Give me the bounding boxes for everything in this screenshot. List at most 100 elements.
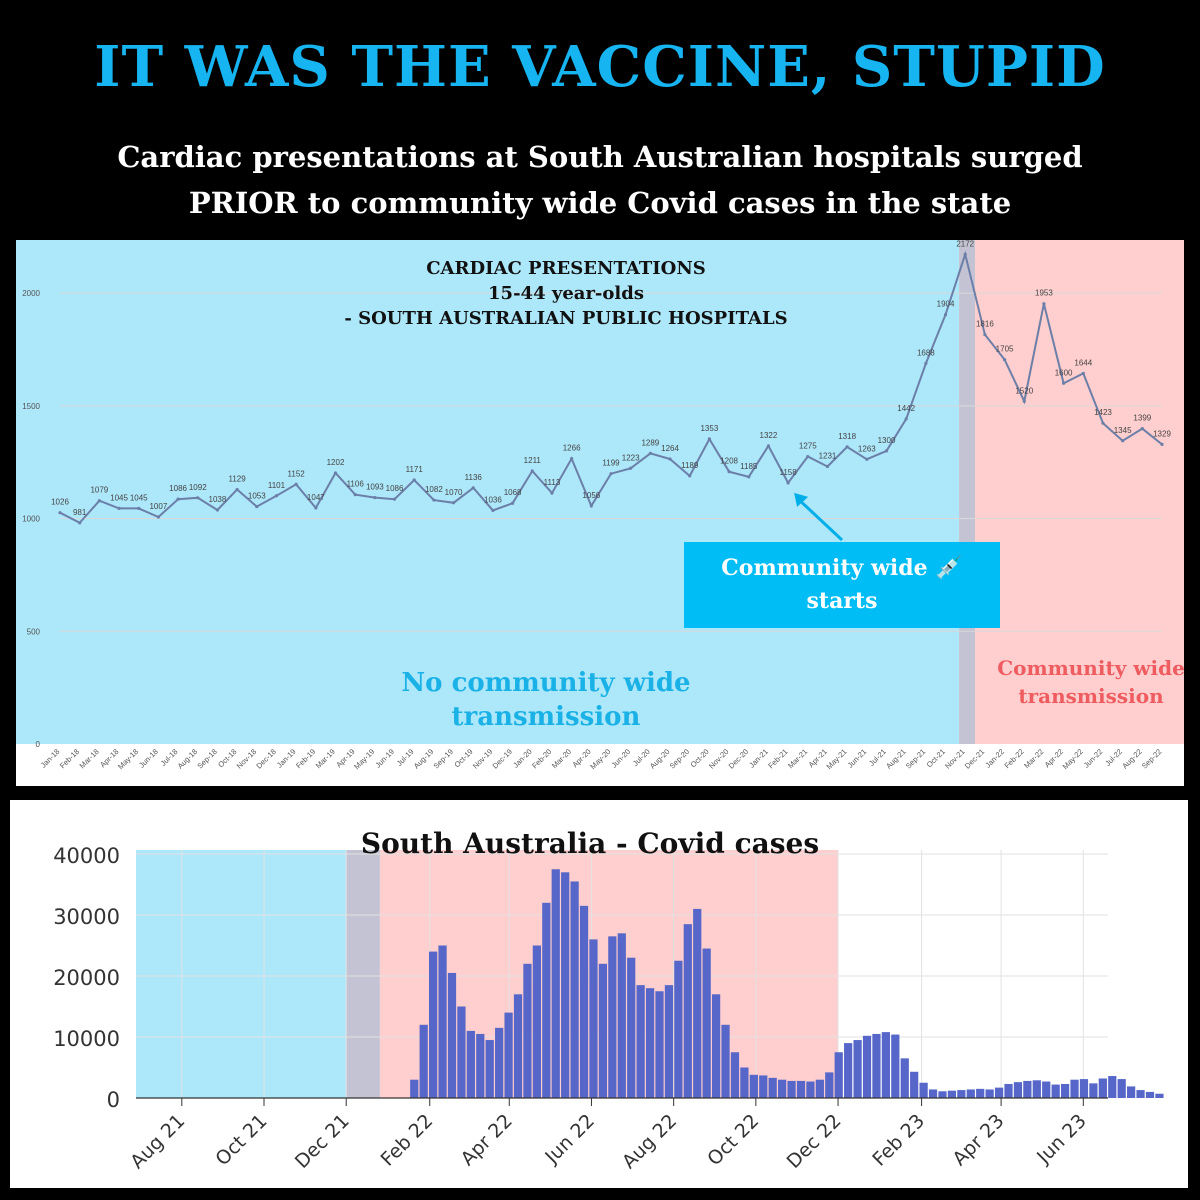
data-label: 1092	[189, 483, 207, 492]
data-point	[491, 508, 495, 513]
data-label: 1600	[1055, 368, 1073, 377]
x-tick-label: Mar-19	[314, 747, 337, 770]
x-tick-label: Aug-18	[176, 747, 199, 770]
data-point	[1002, 358, 1007, 362]
x-tick-label: Dec-19	[491, 747, 514, 770]
data-label: 1045	[110, 493, 128, 502]
data-point	[707, 437, 711, 441]
data-point	[1022, 399, 1026, 403]
data-point	[117, 506, 121, 510]
covid-bar	[447, 972, 457, 1098]
covid-bar-chart: 0 10000 20000 30000 40000 Aug 21 Oct 21 Dec 21 F…	[53, 844, 1164, 1173]
covid-bar	[711, 994, 721, 1098]
x-tick-label: Jan-19	[275, 747, 298, 770]
overlap-shade	[346, 850, 380, 1098]
data-label: 1442	[897, 404, 915, 413]
covid-bar	[1004, 1083, 1013, 1098]
covid-bar	[1013, 1082, 1023, 1098]
x-tick-label: Mar-21	[786, 747, 809, 770]
covid-bar	[900, 1058, 909, 1098]
cardiac-title-line-1: CARDIAC PRESENTATIONS	[426, 258, 706, 279]
covid-bar	[1155, 1093, 1164, 1098]
data-point	[97, 499, 101, 503]
y-tick-label: 2000	[22, 289, 40, 298]
x-tick-label: Aug-20	[648, 747, 671, 770]
x-tick-label: Jun-20	[610, 747, 633, 770]
covid-bar	[994, 1087, 1004, 1098]
x-tick-label: May-22	[1061, 747, 1085, 771]
data-label: 1070	[445, 488, 463, 497]
data-label: 1275	[799, 442, 817, 451]
transmission-line-1: Community wide	[997, 656, 1185, 680]
x-tick-label: Aug 21	[126, 1110, 189, 1173]
covid-bar	[730, 1052, 740, 1098]
data-point	[255, 504, 259, 509]
covid-bar	[862, 1035, 872, 1098]
covid-bar	[598, 963, 608, 1098]
y-tick-label: 10000	[53, 1027, 120, 1051]
data-label: 1423	[1094, 408, 1112, 417]
data-point	[511, 501, 515, 505]
y-tick-label: 30000	[53, 905, 120, 929]
data-point	[688, 474, 692, 478]
data-label: 1300	[878, 436, 896, 445]
covid-bar	[674, 960, 683, 1098]
data-label: 1953	[1035, 289, 1053, 298]
x-tick-label: Jan-18	[39, 747, 62, 770]
data-label: 1185	[740, 462, 758, 471]
covid-bar	[749, 1074, 758, 1098]
data-label: 1047	[307, 493, 325, 502]
data-point	[983, 332, 987, 337]
covid-bar	[702, 948, 711, 1098]
x-tick-label: Sep-21	[904, 747, 927, 770]
data-point	[727, 470, 731, 474]
data-label: 1199	[602, 459, 620, 468]
covid-bar	[655, 991, 664, 1098]
y-tick-label: 20000	[53, 966, 120, 990]
data-label: 1106	[347, 480, 365, 489]
data-point	[865, 457, 869, 461]
covid-bar	[957, 1090, 966, 1098]
data-label: 1208	[720, 457, 738, 466]
data-label: 1264	[661, 444, 679, 453]
covid-bar	[410, 1079, 419, 1098]
data-label: 2172	[956, 239, 974, 248]
data-label: 1231	[819, 451, 837, 460]
covid-bar	[466, 1030, 475, 1098]
x-tick-label: Nov-19	[471, 747, 494, 770]
data-point	[668, 457, 672, 461]
covid-bar	[910, 1071, 919, 1098]
covid-bar	[617, 933, 626, 1098]
covid-bar	[966, 1089, 975, 1098]
data-label: 1223	[622, 453, 640, 462]
covid-bar	[721, 1024, 730, 1098]
covid-bar	[579, 905, 589, 1098]
covid-bar	[928, 1089, 938, 1098]
data-label: 1266	[563, 444, 581, 453]
y-tick-label: 0	[107, 1088, 120, 1112]
covid-bar	[476, 1033, 485, 1098]
covid-bar	[1032, 1080, 1041, 1098]
data-label: 1345	[1114, 426, 1132, 435]
covid-bar	[1136, 1090, 1145, 1098]
covid-bar	[513, 994, 523, 1098]
data-point	[196, 496, 200, 500]
data-label: 1082	[425, 485, 443, 494]
x-tick-label: Jun-22	[1082, 747, 1105, 770]
data-point	[432, 498, 436, 502]
covid-bar	[485, 1040, 494, 1098]
data-point	[1042, 302, 1046, 306]
data-label: 1036	[484, 495, 502, 504]
x-tick-label: Dec 22	[783, 1110, 846, 1173]
data-label: 1158	[780, 468, 798, 477]
covid-bar	[1098, 1078, 1107, 1098]
covid-bar	[938, 1091, 947, 1098]
data-label: 1045	[130, 493, 148, 502]
data-label: 1136	[465, 473, 483, 482]
covid-bar	[1145, 1091, 1155, 1098]
transmission-shade	[975, 240, 1184, 744]
x-tick-label: Dec-21	[963, 747, 986, 770]
data-label: 1705	[996, 345, 1014, 354]
callout-line-1: Community wide 💉	[721, 555, 963, 581]
data-point	[294, 482, 298, 486]
